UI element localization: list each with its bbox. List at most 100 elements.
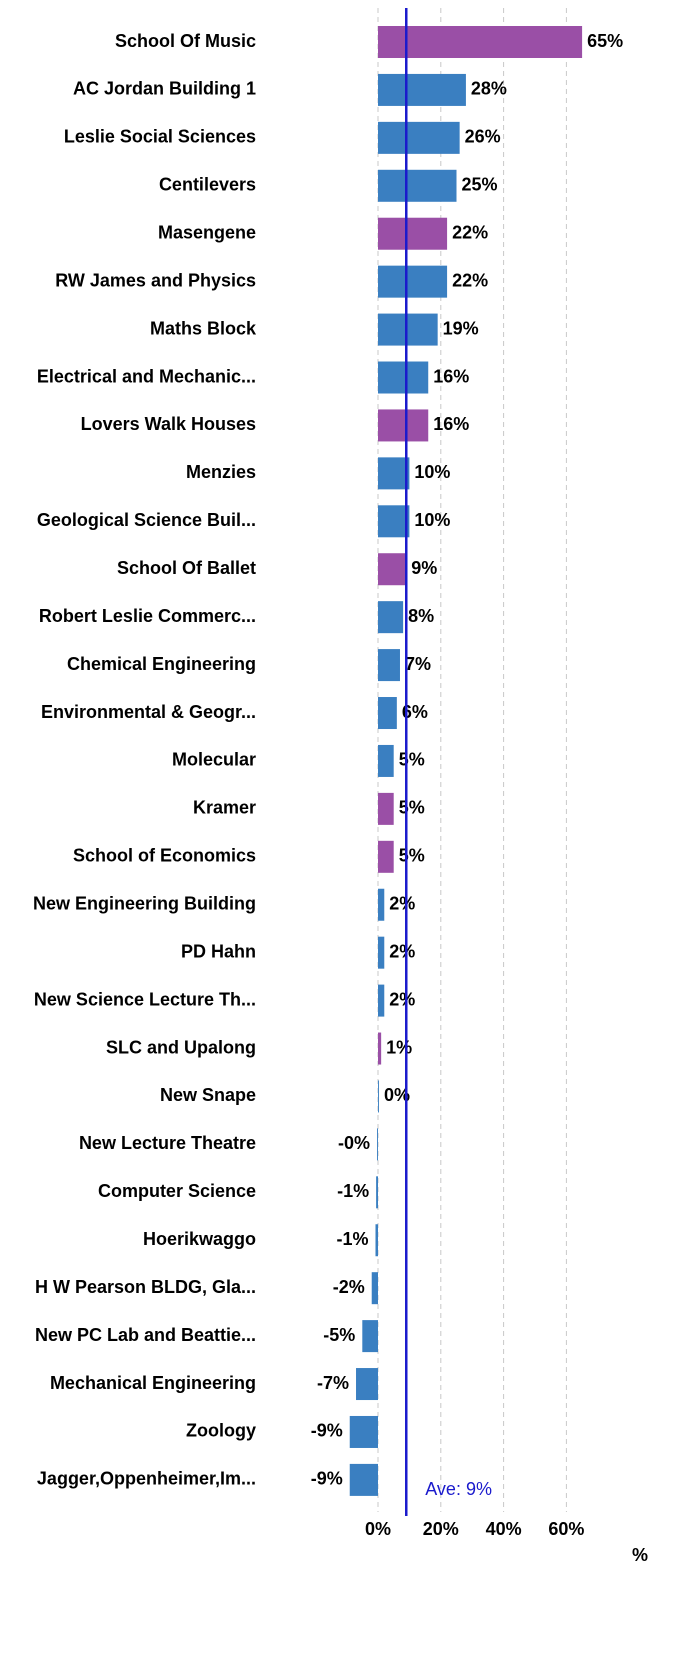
data-label: -1%	[336, 1229, 368, 1249]
bar	[378, 649, 400, 682]
data-label: -2%	[333, 1277, 365, 1297]
data-label: 65%	[587, 31, 623, 51]
data-label: 9%	[411, 558, 437, 578]
y-tick-label: Centilevers	[159, 175, 256, 195]
data-label: 7%	[405, 654, 431, 674]
data-label: 2%	[389, 941, 415, 961]
y-tick-label: Maths Block	[150, 318, 257, 338]
bar	[378, 265, 448, 298]
data-label: -7%	[317, 1373, 349, 1393]
data-label: -0%	[338, 1133, 370, 1153]
bar	[378, 744, 394, 777]
y-tick-label: New Science Lecture Th...	[34, 989, 256, 1009]
bar	[362, 1320, 378, 1353]
bar	[349, 1415, 378, 1448]
y-tick-label: New Engineering Building	[33, 893, 256, 913]
data-label: 8%	[408, 606, 434, 626]
y-tick-label: Chemical Engineering	[67, 654, 256, 674]
bar	[378, 792, 394, 825]
data-label: 22%	[452, 270, 488, 290]
bar	[378, 505, 410, 538]
bar	[378, 984, 385, 1017]
data-label: 10%	[414, 510, 450, 530]
data-label: 2%	[389, 893, 415, 913]
y-tick-label: New Snape	[160, 1085, 256, 1105]
data-label: -1%	[337, 1181, 369, 1201]
bar	[378, 121, 460, 154]
data-label: 5%	[399, 750, 425, 770]
y-tick-label: School of Economics	[73, 846, 256, 866]
data-label: 25%	[462, 175, 498, 195]
y-tick-label: Geological Science Buil...	[37, 510, 256, 530]
y-tick-label: Kramer	[193, 798, 256, 818]
data-label: 19%	[443, 318, 479, 338]
bar	[378, 936, 385, 969]
data-label: 28%	[471, 79, 507, 99]
y-tick-label: Hoerikwaggo	[143, 1229, 256, 1249]
bar	[378, 217, 448, 250]
bar	[378, 601, 404, 634]
y-tick-label: Robert Leslie Commerc...	[39, 606, 256, 626]
data-label: -5%	[323, 1325, 355, 1345]
bar	[376, 1176, 378, 1209]
bar	[378, 840, 394, 873]
x-tick-label: 60%	[548, 1519, 584, 1539]
bar	[378, 457, 410, 490]
y-tick-label: Computer Science	[98, 1181, 256, 1201]
data-label: 16%	[433, 414, 469, 434]
x-axis-label: %	[632, 1545, 648, 1565]
data-label: 22%	[452, 222, 488, 242]
y-tick-label: Environmental & Geogr...	[41, 702, 256, 722]
y-tick-label: Zoology	[186, 1421, 256, 1441]
data-label: 2%	[389, 989, 415, 1009]
x-tick-label: 40%	[486, 1519, 522, 1539]
bar	[378, 553, 407, 586]
bar	[378, 1080, 379, 1113]
y-tick-label: PD Hahn	[181, 941, 256, 961]
bar	[349, 1463, 378, 1496]
y-tick-label: Menzies	[186, 462, 256, 482]
data-label: 6%	[402, 702, 428, 722]
average-label: Ave: 9%	[425, 1479, 492, 1499]
y-tick-label: Masengene	[158, 222, 256, 242]
data-label: -9%	[311, 1421, 343, 1441]
bar	[371, 1272, 378, 1305]
bar	[375, 1224, 378, 1257]
y-tick-label: School Of Music	[115, 31, 256, 51]
bar	[378, 409, 429, 442]
y-tick-label: RW James and Physics	[55, 270, 256, 290]
bar	[356, 1368, 378, 1401]
y-tick-label: SLC and Upalong	[106, 1037, 256, 1057]
bar	[377, 1128, 378, 1161]
y-tick-label: Molecular	[172, 750, 256, 770]
data-label: -9%	[311, 1469, 343, 1489]
bar	[378, 26, 583, 58]
x-tick-label: 0%	[365, 1519, 391, 1539]
x-tick-label: 20%	[423, 1519, 459, 1539]
data-label: 5%	[399, 798, 425, 818]
data-label: 10%	[414, 462, 450, 482]
y-tick-label: AC Jordan Building 1	[73, 79, 256, 99]
bar	[378, 169, 457, 202]
bar	[378, 73, 466, 106]
bar	[378, 888, 385, 921]
data-label: 26%	[465, 127, 501, 147]
data-label: 0%	[384, 1085, 410, 1105]
data-label: 16%	[433, 366, 469, 386]
bar	[378, 1032, 382, 1065]
y-tick-label: Mechanical Engineering	[50, 1373, 256, 1393]
bar	[378, 697, 397, 730]
bar	[378, 313, 438, 346]
y-tick-label: New PC Lab and Beattie...	[35, 1325, 256, 1345]
bar	[378, 361, 429, 394]
y-tick-label: Electrical and Mechanic...	[37, 366, 256, 386]
y-tick-label: Leslie Social Sciences	[64, 127, 256, 147]
y-tick-label: New Lecture Theatre	[79, 1133, 256, 1153]
y-tick-label: School Of Ballet	[117, 558, 256, 578]
y-tick-label: Jagger,Oppenheimer,Im...	[37, 1469, 256, 1489]
y-tick-label: H W Pearson BLDG, Gla...	[35, 1277, 256, 1297]
y-tick-label: Lovers Walk Houses	[81, 414, 256, 434]
data-label: 1%	[386, 1037, 412, 1057]
data-label: 5%	[399, 846, 425, 866]
